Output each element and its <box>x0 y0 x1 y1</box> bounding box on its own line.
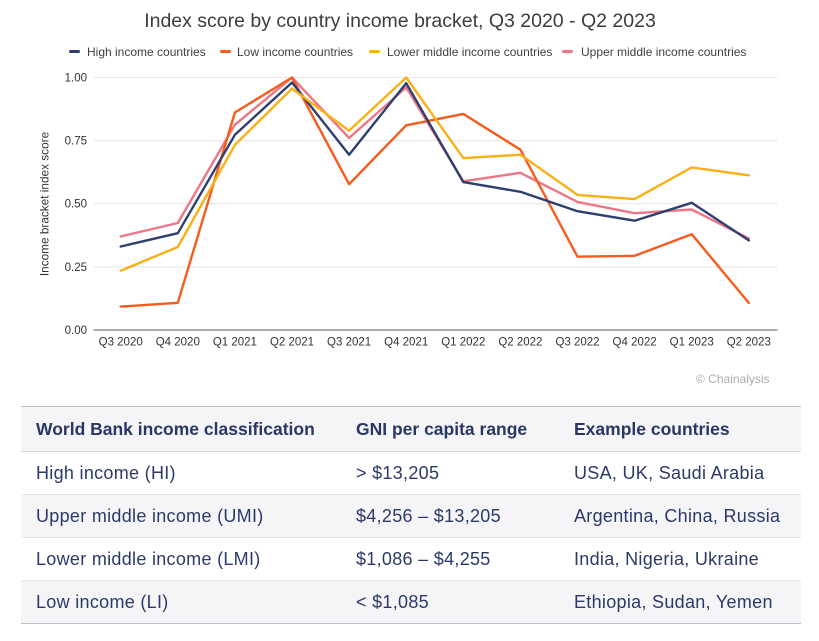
svg-text:Q2 2022: Q2 2022 <box>498 337 542 349</box>
svg-text:Q4 2021: Q4 2021 <box>384 337 428 349</box>
svg-text:0.50: 0.50 <box>65 199 87 211</box>
svg-text:Q2 2021: Q2 2021 <box>270 337 314 349</box>
svg-text:Q4 2020: Q4 2020 <box>156 337 200 349</box>
svg-text:1.00: 1.00 <box>65 73 87 85</box>
svg-text:Q3 2021: Q3 2021 <box>327 337 371 349</box>
svg-text:Income bracket index score: Income bracket index score <box>38 131 52 276</box>
svg-text:0.25: 0.25 <box>65 262 87 274</box>
svg-text:Q1 2021: Q1 2021 <box>213 337 257 349</box>
svg-text:Q4 2022: Q4 2022 <box>613 337 657 349</box>
svg-text:0.00: 0.00 <box>65 325 87 337</box>
svg-text:Q1 2023: Q1 2023 <box>670 337 714 349</box>
svg-text:0.75: 0.75 <box>65 136 87 148</box>
svg-text:Q3 2022: Q3 2022 <box>555 337 599 349</box>
svg-text:Q3 2020: Q3 2020 <box>99 337 143 349</box>
svg-text:Q1 2022: Q1 2022 <box>441 337 485 349</box>
svg-text:Q2 2023: Q2 2023 <box>727 337 771 349</box>
